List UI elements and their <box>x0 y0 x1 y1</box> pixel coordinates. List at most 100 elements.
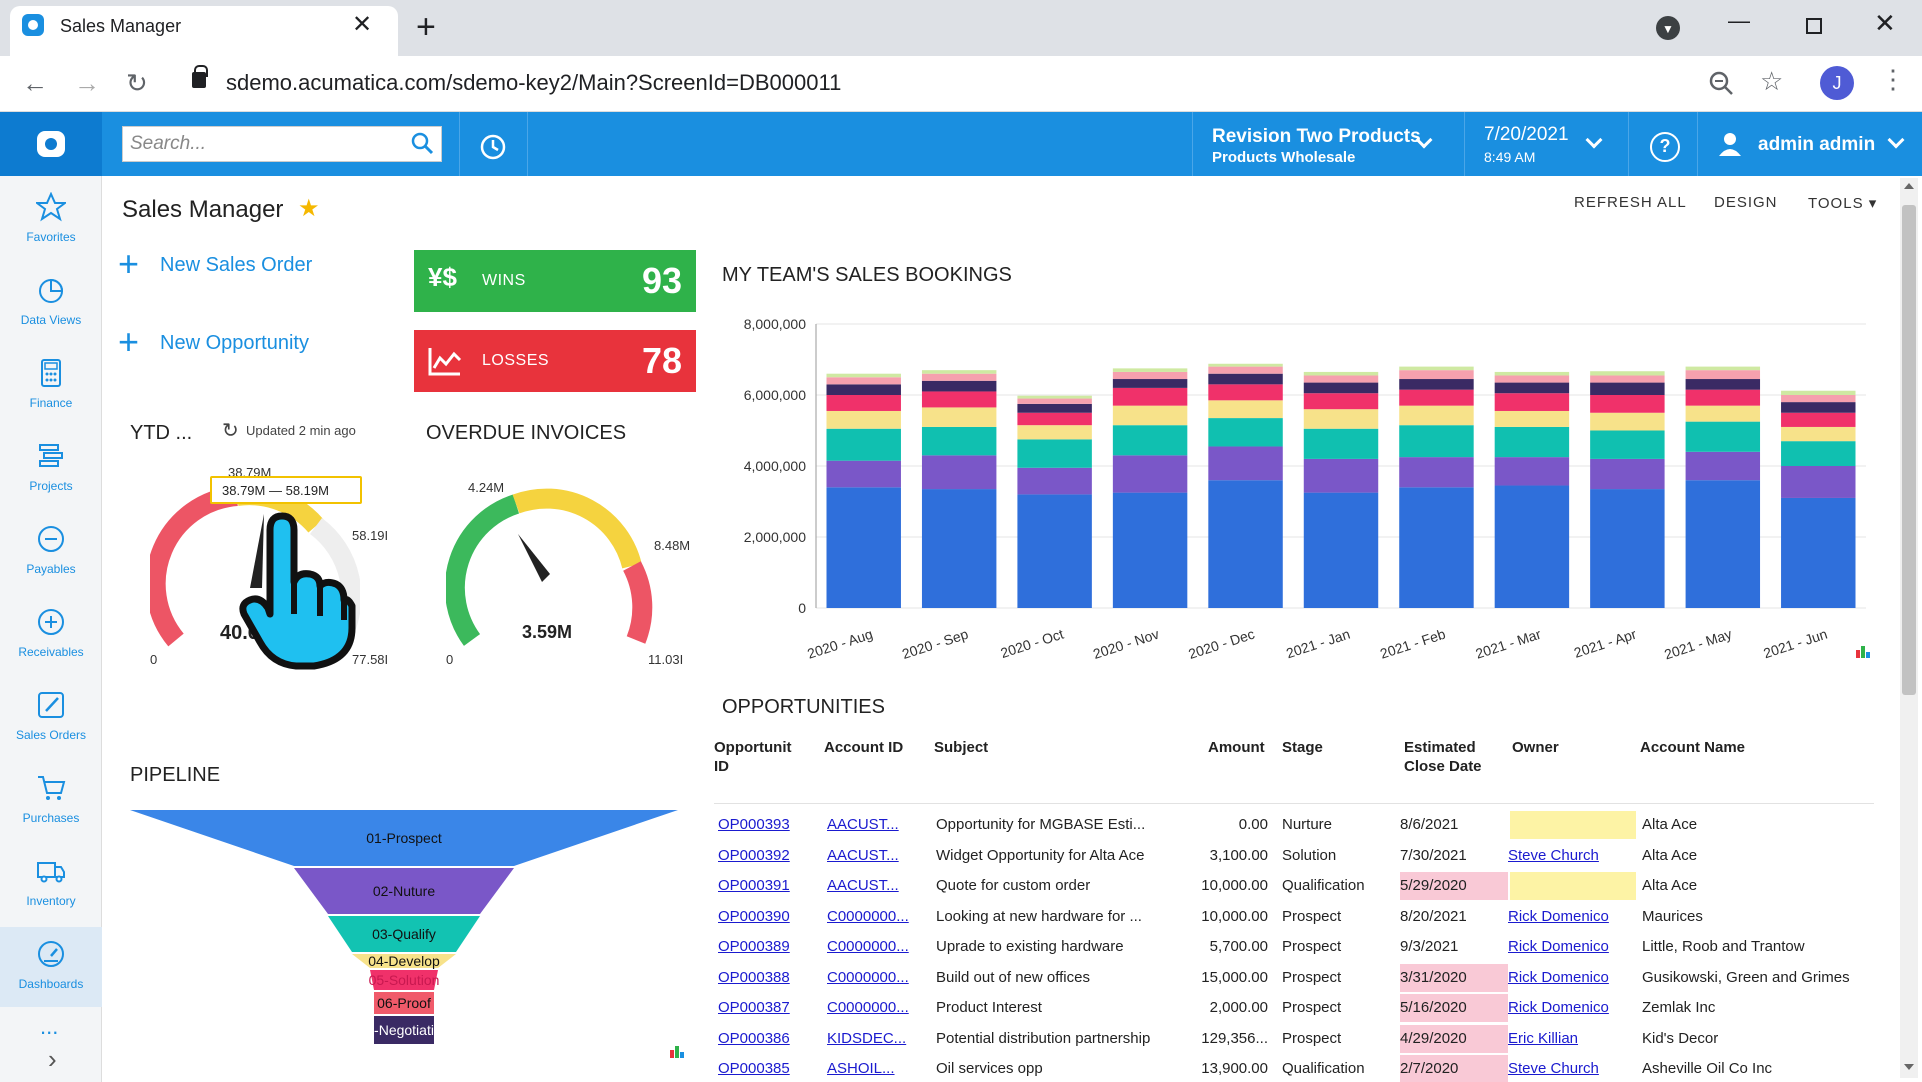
sidebar-item-data-views[interactable]: Data Views <box>0 263 102 343</box>
bar-segment[interactable] <box>1781 390 1856 395</box>
bar-segment[interactable] <box>1685 480 1761 608</box>
bar-segment[interactable] <box>1399 389 1474 406</box>
bar-segment[interactable] <box>1781 426 1856 442</box>
sidebar-item-receivables[interactable]: Receivables <box>0 595 102 675</box>
table-cell[interactable]: C0000000... <box>827 908 923 925</box>
pipeline-stage-band[interactable] <box>374 1016 434 1044</box>
bar-segment[interactable] <box>1399 425 1474 458</box>
bar-segment[interactable] <box>921 373 997 381</box>
bar-segment[interactable] <box>1303 393 1379 410</box>
table-cell[interactable]: Steve Church <box>1508 1060 1634 1077</box>
bar-segment[interactable] <box>1494 485 1570 608</box>
col-subject[interactable]: Subject <box>934 739 989 756</box>
bar-segment[interactable] <box>1781 412 1856 427</box>
bar-segment[interactable] <box>826 384 901 395</box>
pipeline-stage-band[interactable] <box>130 810 678 866</box>
bar-segment[interactable] <box>1208 363 1283 367</box>
page-scrollbar-thumb[interactable] <box>1902 205 1916 695</box>
opportunity-id-link[interactable]: OP000393 <box>718 816 790 833</box>
table-cell[interactable]: AACUST... <box>827 847 923 864</box>
bar-segment[interactable] <box>1685 389 1761 406</box>
sidebar-item-projects[interactable]: Projects <box>0 429 102 509</box>
table-cell[interactable]: C0000000... <box>827 999 923 1016</box>
bar-segment[interactable] <box>1303 375 1379 383</box>
bar-segment[interactable] <box>1112 492 1188 608</box>
bar-segment[interactable] <box>1017 403 1092 413</box>
bar-segment[interactable] <box>1303 409 1379 429</box>
table-cell[interactable]: C0000000... <box>827 969 923 986</box>
sidebar-item-favorites[interactable]: Favorites <box>0 180 102 260</box>
pipeline-stage-band[interactable] <box>374 992 434 1014</box>
bar-segment[interactable] <box>826 395 901 411</box>
bar-segment[interactable] <box>921 391 997 408</box>
owner-link[interactable]: Eric Killian <box>1508 1029 1579 1047</box>
table-cell[interactable]: Eric Killian <box>1508 1030 1634 1047</box>
bar-segment[interactable] <box>1017 425 1092 440</box>
owner-link[interactable]: Rick Domenico <box>1508 907 1609 925</box>
scroll-up-icon[interactable] <box>1904 183 1914 189</box>
business-time[interactable]: 8:49 AM <box>1484 149 1536 165</box>
account-id-link[interactable]: KIDSDEC... <box>827 1029 907 1047</box>
bar-segment[interactable] <box>1208 480 1283 608</box>
table-cell[interactable]: AACUST... <box>827 877 923 894</box>
bar-segment[interactable] <box>921 407 997 427</box>
pipeline-stage-band[interactable] <box>294 868 514 914</box>
help-icon[interactable]: ? <box>1650 132 1680 162</box>
bar-segment[interactable] <box>1208 418 1283 447</box>
bar-segment[interactable] <box>1399 366 1474 371</box>
bar-segment[interactable] <box>1303 428 1379 459</box>
bar-segment[interactable] <box>1112 455 1188 493</box>
refresh-all-button[interactable]: REFRESH ALL <box>1574 194 1687 211</box>
table-cell[interactable]: OP000392 <box>718 847 800 864</box>
bar-segment[interactable] <box>1017 398 1092 404</box>
bar-segment[interactable] <box>1685 421 1761 452</box>
table-cell[interactable]: OP000386 <box>718 1030 800 1047</box>
account-id-link[interactable]: C0000000... <box>827 938 909 955</box>
sidebar-item-inventory[interactable]: Inventory <box>0 844 102 924</box>
table-cell[interactable]: Rick Domenico <box>1508 908 1634 925</box>
bar-segment[interactable] <box>826 410 901 429</box>
table-cell[interactable]: OP000393 <box>718 816 800 833</box>
bar-segment[interactable] <box>1781 402 1856 413</box>
bar-segment[interactable] <box>921 455 997 490</box>
tools-button[interactable]: TOOLS ▾ <box>1808 195 1878 212</box>
bar-segment[interactable] <box>826 487 901 608</box>
favorite-star-icon[interactable]: ★ <box>298 195 320 222</box>
table-cell[interactable]: ASHOIL... <box>827 1060 923 1077</box>
losses-kpi-tile[interactable]: LOSSES 78 <box>414 330 696 392</box>
new-sales-order-plus-icon[interactable]: + <box>118 243 140 284</box>
bar-segment[interactable] <box>1590 371 1665 376</box>
bar-segment[interactable] <box>1399 379 1474 390</box>
new-opportunity-link[interactable]: New Opportunity <box>160 332 309 354</box>
table-cell[interactable]: OP000388 <box>718 969 800 986</box>
bar-segment[interactable] <box>1590 412 1665 431</box>
opportunity-id-link[interactable]: OP000391 <box>718 877 790 894</box>
account-id-link[interactable]: C0000000... <box>827 999 909 1016</box>
table-cell[interactable]: OP000389 <box>718 938 800 955</box>
url-field[interactable]: sdemo.acumatica.com/sdemo-key2/Main?Scre… <box>226 70 842 95</box>
bar-segment[interactable] <box>1112 405 1188 426</box>
owner-link[interactable]: Steve Church <box>1508 846 1599 864</box>
scroll-down-icon[interactable] <box>1904 1064 1914 1070</box>
table-cell[interactable]: Steve Church <box>1508 847 1634 864</box>
opportunity-id-link[interactable]: OP000387 <box>718 999 790 1016</box>
bar-segment[interactable] <box>1112 387 1188 406</box>
owner-link[interactable]: Rick Domenico <box>1508 999 1609 1016</box>
col-close-date[interactable]: Estimated Close Date <box>1404 739 1482 775</box>
bar-segment[interactable] <box>1112 379 1188 388</box>
bar-segment[interactable] <box>1017 395 1092 399</box>
account-id-link[interactable]: AACUST... <box>827 877 899 894</box>
col-account-id[interactable]: Account ID <box>824 739 904 756</box>
col-opportunity-id[interactable]: Opportunit ID <box>714 739 792 775</box>
bar-segment[interactable] <box>1781 466 1856 498</box>
bar-segment[interactable] <box>1399 487 1474 608</box>
profile-avatar[interactable]: J <box>1820 66 1854 100</box>
table-cell[interactable]: OP000390 <box>718 908 800 925</box>
opportunity-id-link[interactable]: OP000386 <box>718 1029 790 1047</box>
refresh-icon[interactable]: ↻ <box>222 420 239 442</box>
bar-segment[interactable] <box>1494 393 1570 411</box>
reload-icon[interactable]: ↻ <box>126 68 148 98</box>
bar-segment[interactable] <box>1399 370 1474 380</box>
company-name[interactable]: Revision Two Products <box>1212 126 1421 147</box>
owner-link[interactable]: Steve Church <box>1508 1060 1599 1077</box>
